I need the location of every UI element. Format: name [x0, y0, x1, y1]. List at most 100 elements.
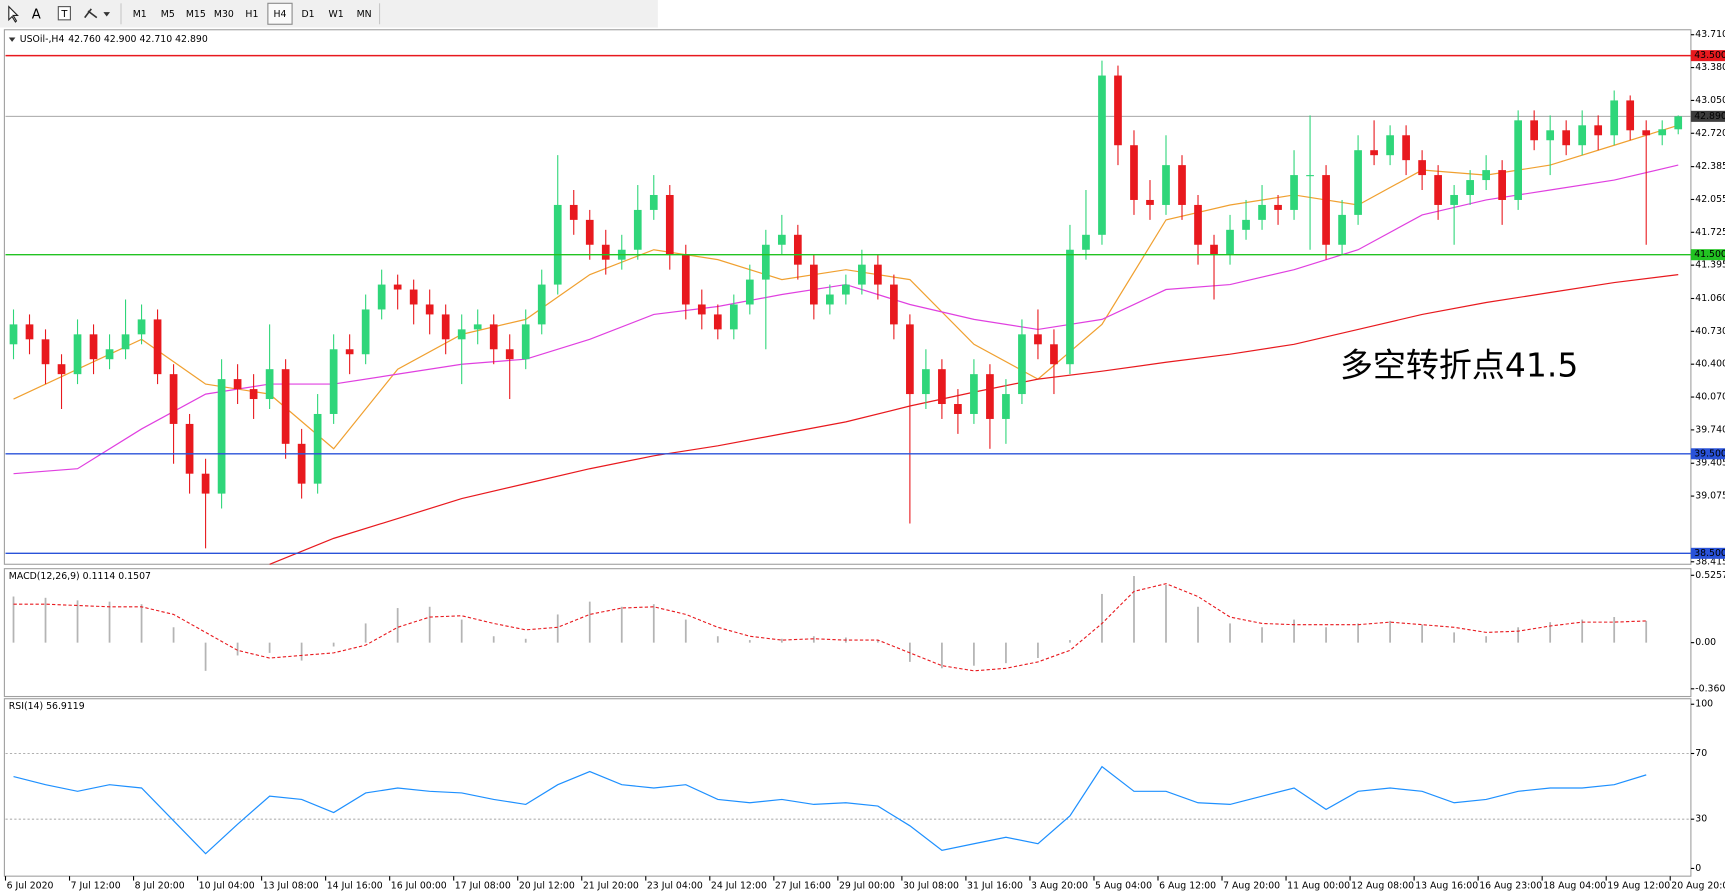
- candle-body: [1098, 75, 1106, 235]
- timeframe-button[interactable]: W1: [329, 9, 344, 20]
- y-tick-label: 43.050: [1695, 95, 1725, 106]
- timeframe-label[interactable]: M1: [133, 9, 147, 20]
- y-tick-label: 100: [1695, 699, 1713, 710]
- timeframe-button[interactable]: M5: [161, 9, 175, 20]
- candle-body: [553, 204, 562, 285]
- y-tick-label: 70: [1695, 748, 1707, 759]
- candle-body: [377, 284, 386, 310]
- x-tick-label: 16 Aug 23:00: [1479, 881, 1542, 892]
- x-tick-label: 3 Aug 20:00: [1031, 881, 1088, 892]
- timeframe-label[interactable]: M15: [186, 9, 206, 20]
- timeframe-label[interactable]: M5: [161, 9, 175, 20]
- label-icon[interactable]: T: [60, 9, 68, 20]
- candle-body: [249, 389, 258, 400]
- timeframe-bar: M1 M5 M15 M30 H1 H4 D1 W1 MN: [133, 2, 381, 25]
- candle-body: [1082, 234, 1090, 250]
- plot: 43.710 43.380 43.050 42.720 42.385 42.055 41.7…: [4, 29, 1725, 892]
- shapes-tool[interactable]: [84, 8, 111, 19]
- candle-body: [1194, 204, 1202, 245]
- candle-body: [233, 379, 242, 390]
- candle-body: [1530, 120, 1539, 141]
- timeframe-button[interactable]: H4: [267, 2, 293, 25]
- candle-body: [1450, 194, 1458, 205]
- candle-body: [986, 374, 994, 419]
- x-tick-label: 14 Jul 16:00: [327, 881, 383, 892]
- timeframe-button[interactable]: M15: [186, 9, 206, 20]
- candle-body: [1578, 125, 1587, 146]
- text-tool[interactable]: A: [32, 7, 41, 22]
- y-tick-label: 38.415: [1695, 556, 1725, 567]
- timeframe-label[interactable]: H4: [273, 9, 286, 20]
- candle-body: [1658, 129, 1667, 136]
- candle-body: [906, 324, 914, 395]
- candle-body: [665, 194, 674, 255]
- candle-body: [9, 324, 18, 345]
- candle-body: [1386, 135, 1394, 156]
- candle-body: [505, 349, 514, 360]
- candle-body: [585, 219, 594, 245]
- active-frame[interactable]: [267, 2, 293, 25]
- candle-body: [633, 209, 642, 250]
- level-tag: [1690, 50, 1725, 62]
- timeframe-label[interactable]: W1: [329, 9, 344, 20]
- y-tick-label: 41.725: [1695, 227, 1725, 238]
- candle-body: [89, 334, 98, 360]
- candle-body: [25, 324, 34, 340]
- price-label: 42.890: [1694, 111, 1725, 122]
- candle-body: [1466, 180, 1474, 195]
- timeframe-button[interactable]: D1: [301, 9, 314, 20]
- candle-body: [409, 289, 418, 305]
- candle-body: [265, 369, 274, 400]
- label-tool[interactable]: T: [57, 6, 71, 21]
- annotation: 多空转折点41.5: [1340, 345, 1578, 384]
- rsi-title: RSI(14) 56.9119: [9, 701, 85, 712]
- level-tag: [1690, 547, 1725, 559]
- candle-body: [393, 284, 402, 290]
- timeframe-label[interactable]: D1: [301, 9, 314, 20]
- candle-body: [922, 369, 930, 395]
- timeframe-label[interactable]: M30: [214, 9, 234, 20]
- x-tick-label: 13 Jul 08:00: [263, 881, 319, 892]
- timeframe-button[interactable]: M1: [133, 9, 147, 20]
- candle-body: [1626, 100, 1635, 131]
- candle-body: [1114, 75, 1122, 146]
- candle-body: [601, 244, 610, 260]
- candle-body: [521, 324, 530, 360]
- x-tick-label: 30 Jul 08:00: [903, 881, 959, 892]
- candle-body: [874, 264, 882, 285]
- candle-body: [329, 349, 338, 414]
- timeframe-button[interactable]: M30: [214, 9, 234, 20]
- x-tick-label: 24 Jul 12:00: [711, 881, 767, 892]
- x-tick-label: 10 Jul 04:00: [199, 881, 255, 892]
- toolbar: [0, 0, 658, 28]
- candle-body: [1370, 150, 1378, 156]
- candle-body: [425, 304, 434, 315]
- x-tick-label: 18 Aug 04:00: [1543, 881, 1606, 892]
- candle-body: [345, 349, 354, 355]
- candle-body: [1402, 135, 1410, 161]
- timeframe-button[interactable]: H1: [245, 9, 258, 20]
- candle-body: [1354, 150, 1362, 215]
- candle-body: [745, 279, 754, 305]
- y-tick-label: 40.070: [1695, 392, 1725, 403]
- candle-body: [457, 329, 466, 340]
- text-icon[interactable]: A: [32, 7, 41, 22]
- candle-body: [201, 473, 210, 494]
- candle-body: [649, 194, 658, 210]
- timeframe-button[interactable]: MN: [357, 9, 372, 20]
- y-tick-label: 40.730: [1695, 326, 1725, 337]
- candle-body: [1338, 214, 1346, 245]
- candle-body: [297, 443, 306, 484]
- candle-body: [281, 369, 290, 444]
- timeframe-label[interactable]: H1: [245, 9, 258, 20]
- timeframe-label[interactable]: MN: [357, 9, 372, 20]
- rsi-line: [13, 765, 1647, 855]
- candle-body: [1066, 249, 1074, 365]
- main-panel: [3, 29, 1692, 565]
- x-tick-label: 6 Jul 2020: [7, 881, 54, 892]
- y-tick-label: 40.400: [1695, 359, 1725, 370]
- cursor-tool[interactable]: [8, 5, 19, 23]
- candle-body: [842, 284, 850, 295]
